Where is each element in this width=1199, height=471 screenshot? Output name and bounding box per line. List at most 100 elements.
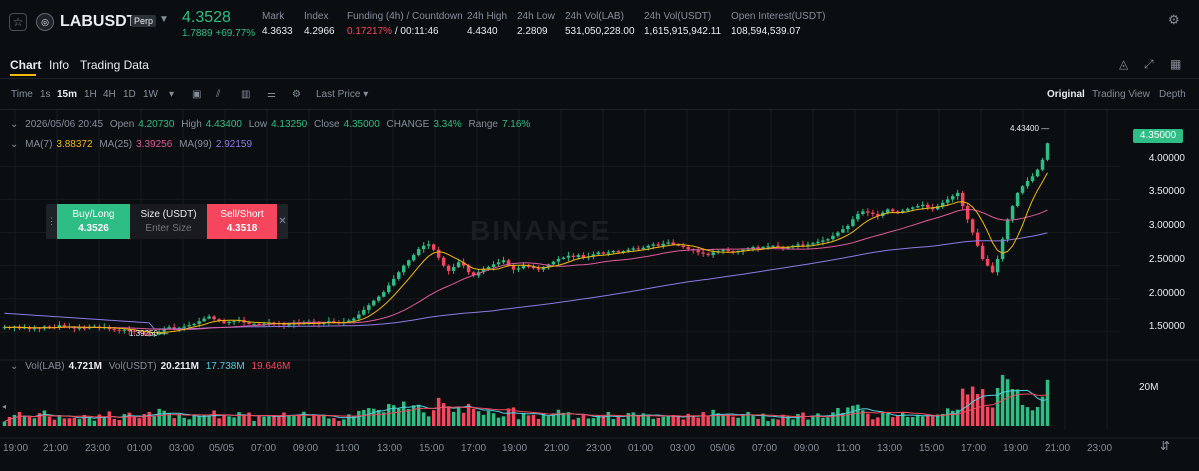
axis-settings-icon[interactable]: ⇵ [1160,439,1171,453]
size-input[interactable] [133,223,204,234]
time-tick: 23:00 [85,443,111,454]
volume-bar [37,413,42,426]
grid-layout-icon[interactable]: ▦ [1170,57,1182,71]
stat-label: 24h Low [517,11,555,22]
volume-tick: 20M [1139,382,1159,393]
bell-icon[interactable]: ◬ [1119,57,1129,71]
volume-bar [62,418,67,426]
ma7-line [4,172,1048,334]
volume-bar [826,417,830,426]
volume-bar [401,401,406,426]
drag-handle-icon[interactable]: ⋮ [47,216,56,226]
interval-1h[interactable]: 1H [84,89,97,100]
time-tick: 17:00 [961,443,987,454]
interval-dropdown-icon[interactable]: ▾ [169,89,175,100]
tab-info[interactable]: Info [49,58,70,72]
expand-icon[interactable]: ⤢ [1144,57,1154,71]
close-icon[interactable]: ✕ [278,216,287,227]
tab-chart[interactable]: Chart [10,58,42,72]
view-trading-view[interactable]: Trading View [1092,89,1150,100]
volume-bar [177,414,181,426]
sliders-icon[interactable]: ⚌ [267,89,276,100]
candle-body [122,329,127,331]
candle-body [606,252,611,254]
candle-body [856,214,860,220]
candle-body [362,309,366,315]
volume-bar [561,412,566,426]
candle-body [866,211,870,213]
volume-bar [322,415,326,426]
interval-1s[interactable]: 1s [40,89,51,100]
interval-1d[interactable]: 1D [123,89,136,100]
volume-bar [416,404,421,426]
ma99-label: MA(99) [179,139,212,150]
candle-body [152,334,156,336]
volume-bar [72,417,77,426]
interval-time[interactable]: Time [11,89,33,100]
volume-bar [182,417,186,426]
candle-body [436,249,441,258]
candle-body [446,265,451,271]
settings-icon[interactable]: ⚙ [292,89,301,100]
candle-body [372,300,376,306]
volume-bar [896,415,900,426]
star-icon[interactable]: ☆ [9,13,27,31]
indicator-icon[interactable]: ⫽ [216,89,221,100]
candle-body [925,204,930,208]
collapse-icon[interactable]: ⌄ [10,361,19,372]
buy-long-button[interactable]: Buy/Long 4.3526 [57,204,130,239]
collapse-icon[interactable]: ⌄ [10,119,19,130]
settings-icon[interactable]: ⚙ [1168,12,1180,27]
sell-short-button[interactable]: Sell/Short 4.3518 [207,204,277,239]
time-tick: 23:00 [586,443,612,454]
candle-body [955,192,960,197]
interval-4h[interactable]: 4H [103,89,116,100]
volume-bar [372,408,376,426]
funding-rate: 0.17217% [347,26,393,37]
candle-body [591,254,596,257]
volume-bar [162,410,166,426]
collapse-icon[interactable]: ⌄ [10,139,19,150]
candle-body [1015,192,1020,207]
volume-bar [651,418,656,426]
volume-bar [821,417,825,426]
stat-label: Open Interest(USDT) [731,11,826,22]
interval-1w[interactable]: 1W [143,89,158,100]
view-depth[interactable]: Depth [1159,89,1186,100]
calendar-icon[interactable]: ▣ [192,89,202,100]
symbol-name[interactable]: LABUSDT [60,13,137,30]
interval-15m[interactable]: 15m [57,89,78,100]
volume-bar [77,419,82,426]
volume-bar [975,394,980,426]
chevron-down-icon[interactable]: ▼ [159,14,169,25]
volume-bar [476,411,481,426]
volume-bar [367,408,371,426]
change-label: CHANGE [386,119,430,130]
candlestick-chart[interactable] [0,110,1199,471]
volume-bar [955,409,960,426]
volume-bar [217,418,221,426]
stat-funding[interactable]: Funding (4h) / Countdown 0.17217% / 00:1… [347,11,463,37]
candle-body [2,327,7,329]
candle-body [456,262,461,267]
ma99-value: 2.92159 [215,139,253,150]
quick-order-widget: ⋮ Buy/Long 4.3526 Size (USDT) Sell/Short… [46,204,288,239]
candle-body [416,249,421,256]
time-tick: 19:00 [502,443,528,454]
vol-ma2-value: 19.646M [251,361,291,372]
stat-mark: Mark 4.3633 [262,11,293,37]
volume-bar [466,403,471,426]
candle-type-icon[interactable]: ▥ [241,89,251,100]
stat-24h-high: 24h High 4.4340 [467,11,507,37]
price-type-dropdown[interactable]: Last Price ▾ [316,89,368,100]
panel-toggle-icon[interactable]: ◂ [2,402,7,411]
candle-body [382,292,386,297]
coin-logo-icon: ◎ [36,13,54,31]
candle-body [367,305,371,310]
stat-open-interest[interactable]: Open Interest(USDT) 108,594,539.07 [731,11,825,37]
candle-body [985,259,990,266]
view-original[interactable]: Original [1047,89,1085,100]
volume-bar [861,410,865,426]
volume-bar [706,416,710,426]
tab-trading-data[interactable]: Trading Data [80,58,149,72]
